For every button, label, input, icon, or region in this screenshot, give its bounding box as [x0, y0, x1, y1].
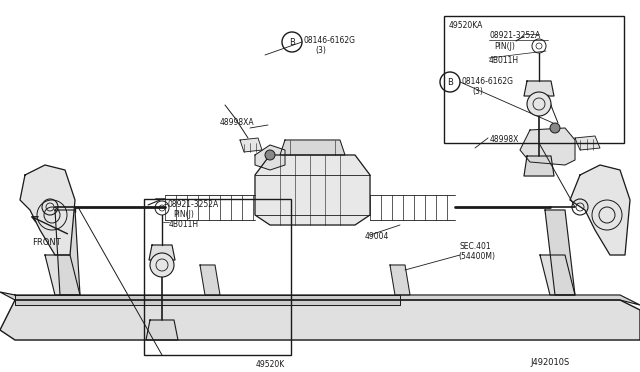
Text: (3): (3) [315, 46, 326, 55]
Text: 08146-6162G: 08146-6162G [462, 77, 514, 86]
Text: 08146-6162G: 08146-6162G [304, 36, 356, 45]
Text: B: B [289, 38, 295, 47]
Text: 08921-3252A: 08921-3252A [168, 200, 220, 209]
Text: 08921-3252A: 08921-3252A [489, 31, 540, 40]
Polygon shape [15, 295, 400, 305]
Text: PIN(J): PIN(J) [173, 210, 194, 219]
Polygon shape [55, 210, 80, 295]
Polygon shape [524, 156, 554, 176]
Circle shape [550, 123, 560, 133]
Text: J492010S: J492010S [531, 358, 570, 367]
Polygon shape [255, 145, 285, 170]
Polygon shape [240, 138, 262, 152]
Polygon shape [570, 165, 630, 255]
Polygon shape [45, 255, 80, 295]
Text: 49520K: 49520K [255, 360, 285, 369]
Polygon shape [20, 165, 75, 255]
Text: 4B011H: 4B011H [489, 56, 519, 65]
Circle shape [265, 150, 275, 160]
Text: 49520KA: 49520KA [449, 21, 483, 30]
Text: (3): (3) [472, 87, 483, 96]
Text: 48998X: 48998X [490, 135, 520, 144]
Polygon shape [540, 255, 575, 295]
Polygon shape [280, 140, 345, 155]
Text: 4B011H: 4B011H [169, 220, 199, 229]
Polygon shape [520, 128, 575, 165]
Text: 48998XA: 48998XA [220, 118, 255, 127]
Circle shape [150, 253, 174, 277]
Polygon shape [545, 210, 575, 295]
Text: PIN(J): PIN(J) [494, 42, 515, 51]
Text: B: B [447, 78, 453, 87]
Polygon shape [0, 292, 640, 305]
Text: (54400M): (54400M) [458, 252, 495, 261]
Polygon shape [0, 300, 640, 340]
Bar [144, 199, 291, 355]
Polygon shape [200, 265, 220, 295]
Text: 49004: 49004 [365, 232, 389, 241]
Polygon shape [146, 320, 178, 340]
Text: FRONT: FRONT [32, 238, 61, 247]
Polygon shape [575, 136, 600, 150]
Polygon shape [149, 245, 175, 260]
Polygon shape [390, 265, 410, 295]
Bar [444, 16, 624, 143]
Polygon shape [255, 155, 370, 225]
Polygon shape [524, 81, 554, 96]
Circle shape [527, 92, 551, 116]
Text: SEC.401: SEC.401 [460, 242, 492, 251]
